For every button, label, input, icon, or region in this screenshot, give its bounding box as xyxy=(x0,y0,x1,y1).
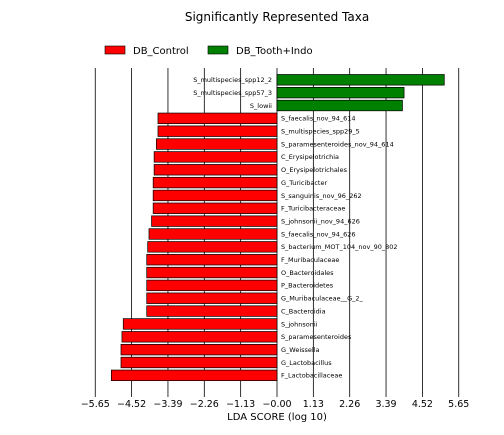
bar-label-6: C_Erysipelotrichia xyxy=(281,153,339,161)
bar-23 xyxy=(110,369,278,381)
bar-17 xyxy=(146,292,278,304)
chart-title: Significantly Represented Taxa xyxy=(185,10,369,24)
bar-6 xyxy=(153,151,278,163)
bar-label-12: S_faecalis_nov_94_626 xyxy=(281,230,356,238)
x-tick-label-2: −3.39 xyxy=(153,399,182,410)
bar-label-13: S_bacterium_MOT_104_nov_90_802 xyxy=(281,243,398,251)
bar-11 xyxy=(151,215,278,227)
bar-3 xyxy=(157,112,278,125)
bar-label-18: C_Bacteroidia xyxy=(281,307,326,315)
x-tick-label-0: −5.65 xyxy=(81,399,110,410)
bar-label-14: F_Muribaculaceae xyxy=(281,256,339,264)
bar-label-7: O_Erysipelotrichales xyxy=(281,166,348,174)
legend-swatch-db-tooth-indo xyxy=(207,45,229,55)
bar-4 xyxy=(157,125,278,137)
x-axis-title: LDA SCORE (log 10) xyxy=(227,412,327,423)
bar-5 xyxy=(156,138,278,150)
bar-label-17: G_Muribaculaceae__G_2_ xyxy=(281,295,364,303)
bar-18 xyxy=(146,305,278,317)
bar-2 xyxy=(276,99,403,112)
bar-22 xyxy=(120,356,278,369)
x-axis: −5.65 −4.52 −3.39 −2.26 −1.13 −0.00 1.13 2.26 3.… xyxy=(81,393,469,410)
bars xyxy=(110,74,445,381)
legend-label-db-tooth-indo: DB_Tooth+Indo xyxy=(236,46,313,57)
bar-label-11: S_johnsonii_nov_94_626 xyxy=(281,217,360,225)
bar-label-15: O_Bacteroidales xyxy=(281,269,334,277)
bar-14 xyxy=(146,254,278,266)
x-tick-label-9: 4.52 xyxy=(412,399,433,410)
bar-1 xyxy=(276,86,405,99)
bar-label-9: S_sanguinis_nov_96_262 xyxy=(281,192,362,200)
bar-label-20: S_paramesenteroides xyxy=(281,333,352,341)
bar-label-8: G_Turicibacter xyxy=(281,179,327,187)
x-tick-label-4: −1.13 xyxy=(226,399,255,410)
bar-13 xyxy=(147,241,278,253)
bar-labels: S_multispecies_spp12_2 S_multispecies_spp… xyxy=(193,76,397,380)
x-tick-label-3: −2.26 xyxy=(190,399,219,410)
bar-label-23: F_Lactobacillaceae xyxy=(281,372,342,380)
x-tick-label-6: 1.13 xyxy=(303,399,324,410)
bar-7 xyxy=(153,164,278,176)
x-tick-label-8: 3.39 xyxy=(375,399,396,410)
bar-19 xyxy=(122,318,278,330)
bar-label-5: S_paramesenteroides_nov_94_614 xyxy=(281,140,394,148)
bar-15 xyxy=(146,266,278,279)
bar-label-21: G_Weissella xyxy=(281,346,320,354)
bar-label-1: S_multispecies_spp57_3 xyxy=(193,89,272,97)
bar-label-4: S_multispecies_spp29_5 xyxy=(281,128,360,136)
x-tick-label-5: −0.00 xyxy=(262,399,291,410)
x-tick-label-10: 5.65 xyxy=(448,399,469,410)
x-tick-label-7: 2.26 xyxy=(339,399,360,410)
bar-label-2: S_lowii xyxy=(250,102,272,110)
bar-10 xyxy=(152,202,278,214)
legend: DB_Control DB_Tooth+Indo xyxy=(104,45,313,57)
bar-12 xyxy=(148,228,278,240)
legend-swatch-db-control xyxy=(104,45,126,55)
bar-20 xyxy=(121,331,278,343)
bar-0 xyxy=(276,74,445,86)
bar-16 xyxy=(146,279,278,292)
bar-label-22: G_Lactobacillus xyxy=(281,359,332,367)
bar-label-3: S_faecalis_nov_94_614 xyxy=(281,115,356,123)
bar-21 xyxy=(120,344,278,356)
x-tick-label-1: −4.52 xyxy=(117,399,146,410)
bar-9 xyxy=(152,189,278,202)
bar-label-10: F_Turicibacteraceae xyxy=(281,205,345,213)
bar-label-19: S_johnsonii xyxy=(281,320,318,328)
bar-label-16: P_Bacteroidetes xyxy=(281,282,334,290)
bar-label-0: S_multispecies_spp12_2 xyxy=(193,76,272,84)
legend-label-db-control: DB_Control xyxy=(133,46,189,57)
bar-8 xyxy=(152,176,278,189)
